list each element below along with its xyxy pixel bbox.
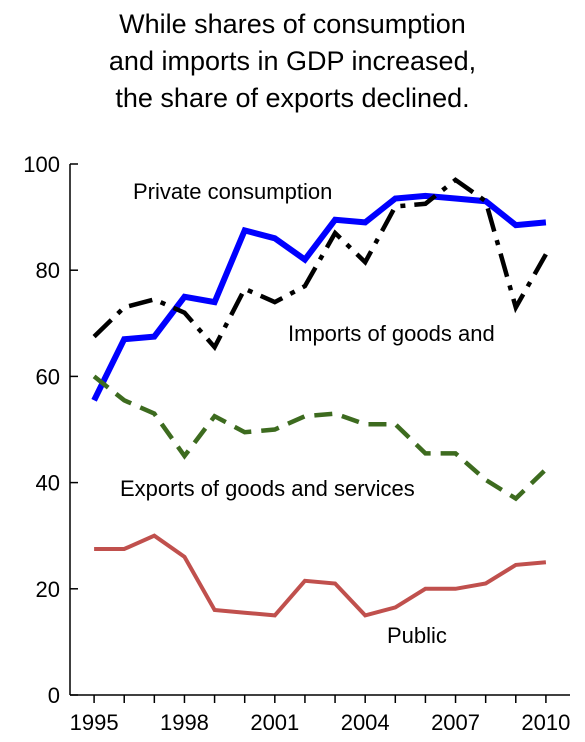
series-labels: Private consumption Imports of goods and… xyxy=(120,179,495,648)
x-tick-label: 1998 xyxy=(160,710,209,735)
axes: 0 20 40 60 80 100 1995 1998 2001 2004 2007 2010 xyxy=(23,152,570,735)
chart-title-line-3: the share of exports declined. xyxy=(115,83,470,113)
x-tick-label: 1995 xyxy=(70,710,119,735)
series-layer xyxy=(91,177,548,618)
series-line-public xyxy=(94,533,547,618)
y-tick-label: 40 xyxy=(36,471,60,496)
x-tick-label: 2010 xyxy=(521,710,570,735)
series-line-private-consumption xyxy=(91,192,547,402)
x-tick-label: 2004 xyxy=(341,710,390,735)
series-label-imports: Imports of goods and xyxy=(288,321,495,346)
y-tick-label: 60 xyxy=(36,364,60,389)
y-tick-label: 0 xyxy=(48,683,60,708)
x-tick-label: 2001 xyxy=(250,710,299,735)
series-line-imports-of-goods-and xyxy=(92,177,548,352)
chart-title: While shares of consumption and imports … xyxy=(0,6,585,117)
series-label-private-consumption: Private consumption xyxy=(133,179,332,204)
y-tick-label: 100 xyxy=(23,152,60,177)
series-line-exports-of-goods-and-services xyxy=(92,374,548,502)
x-tick-label: 2007 xyxy=(431,710,480,735)
y-tick-label: 20 xyxy=(36,577,60,602)
series-label-public: Public xyxy=(387,623,447,648)
series-label-exports: Exports of goods and services xyxy=(120,476,415,501)
chart-title-line-2: and imports in GDP increased, xyxy=(108,46,477,76)
chart-title-line-1: While shares of consumption xyxy=(119,9,466,39)
y-tick-label: 80 xyxy=(36,258,60,283)
